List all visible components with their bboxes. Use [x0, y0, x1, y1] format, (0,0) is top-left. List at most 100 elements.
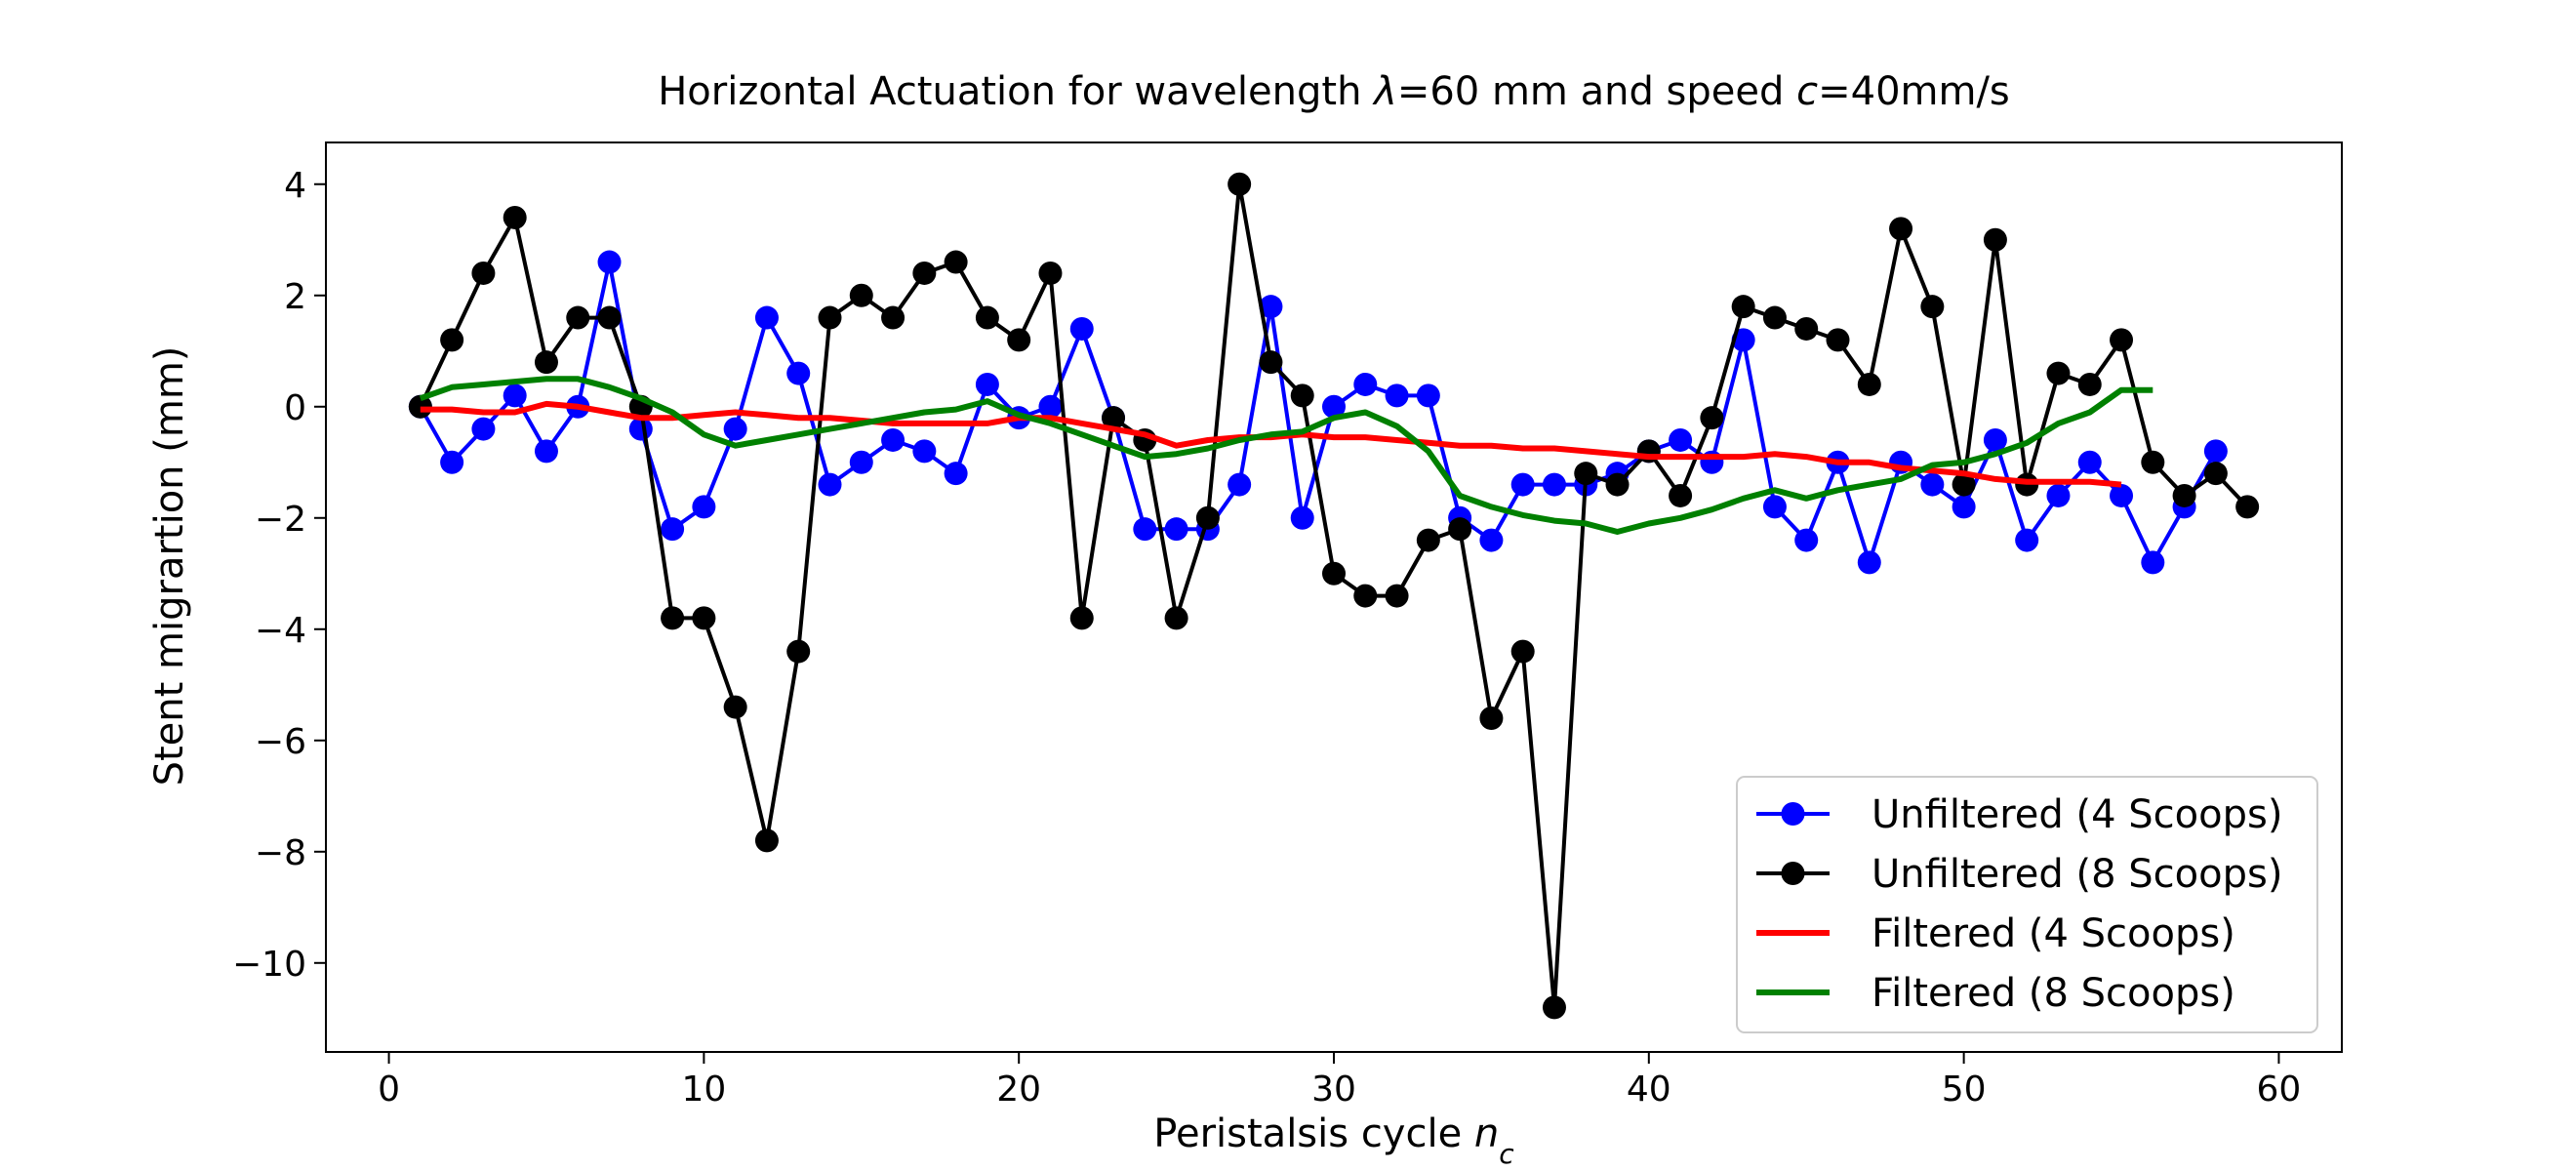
data-point — [944, 462, 968, 486]
data-point — [818, 305, 842, 330]
data-point — [2046, 361, 2071, 385]
data-point — [881, 305, 906, 330]
data-point — [440, 328, 464, 352]
data-point — [2110, 328, 2134, 352]
data-point — [1195, 505, 1220, 530]
data-point — [2235, 495, 2260, 519]
legend-marker-swatch — [1781, 802, 1805, 826]
plot-area: 0 10 20 30 40 50 60 420−2−4−6−8−10 — [232, 141, 2343, 1110]
data-point — [1416, 528, 1440, 552]
legend-entry: Unfiltered (8 Scoops) — [1756, 852, 2282, 897]
data-point — [1069, 316, 1094, 341]
legend-label: Filtered (4 Scoops) — [1872, 911, 2235, 956]
data-point — [471, 261, 496, 285]
data-point — [1290, 505, 1314, 530]
data-point — [1164, 517, 1188, 542]
data-point — [503, 205, 527, 229]
data-point — [1353, 372, 1378, 396]
y-tick-label: 0 — [284, 388, 306, 428]
data-point — [2203, 439, 2228, 464]
x-tick-label: 0 — [378, 1070, 400, 1110]
data-point — [1038, 261, 1063, 285]
data-point — [1542, 995, 1566, 1020]
data-point — [1574, 462, 1598, 486]
data-point — [1102, 406, 1126, 430]
data-point — [1353, 584, 1378, 608]
data-point — [661, 606, 685, 630]
x-tick-label: 20 — [996, 1070, 1041, 1110]
data-point — [1731, 295, 1755, 319]
data-point — [2046, 483, 2071, 507]
data-point — [2077, 450, 2102, 474]
data-point — [786, 639, 811, 664]
x-tick-label: 50 — [1942, 1070, 1987, 1110]
y-axis-label: Stent migrartion (mm) — [147, 346, 192, 787]
data-point — [1983, 427, 2007, 452]
data-point — [1510, 639, 1535, 664]
data-point — [849, 450, 873, 474]
series-line — [419, 376, 2153, 535]
legend-box — [1736, 776, 2318, 1033]
x-tick-label: 40 — [1627, 1070, 1671, 1110]
data-point — [1952, 472, 1976, 497]
legend-entry: Filtered (4 Scoops) — [1756, 911, 2235, 956]
data-point — [1669, 483, 1693, 507]
data-point — [723, 417, 747, 441]
data-point — [1700, 406, 1724, 430]
data-point — [534, 439, 558, 464]
data-point — [975, 372, 999, 396]
x-tick-label: 60 — [2257, 1070, 2302, 1110]
data-point — [975, 305, 999, 330]
y-axis-ticks: 4 2 0 −2 −4 −6 −8 −10 — [232, 166, 326, 985]
data-point — [1510, 472, 1535, 497]
y-tick-label: −6 — [255, 722, 306, 762]
legend-label: Unfiltered (8 Scoops) — [1872, 852, 2282, 897]
data-point — [1920, 295, 1945, 319]
legend-label: Filtered (8 Scoops) — [1872, 971, 2235, 1016]
data-point — [661, 517, 685, 542]
data-point — [944, 250, 968, 274]
y-tick-label: −8 — [255, 833, 306, 873]
data-point — [786, 361, 811, 385]
data-point — [881, 427, 906, 452]
data-point — [1038, 394, 1063, 419]
data-point — [1794, 316, 1819, 341]
y-tick-label: 4 — [284, 166, 306, 206]
data-point — [1228, 172, 1252, 196]
data-point — [1920, 472, 1945, 497]
data-point — [912, 439, 937, 464]
data-point — [1164, 606, 1188, 630]
data-point — [440, 450, 464, 474]
data-point — [1605, 472, 1630, 497]
data-point — [503, 384, 527, 408]
data-point — [1322, 394, 1346, 419]
data-point — [1762, 305, 1787, 330]
data-point — [1983, 227, 2007, 252]
data-point — [1952, 495, 1976, 519]
data-point — [1794, 528, 1819, 552]
y-tick-label: 2 — [284, 277, 306, 317]
series-4 — [419, 376, 2153, 535]
data-point — [1479, 528, 1504, 552]
data-point — [2141, 550, 2165, 575]
data-point — [1322, 561, 1346, 586]
data-point — [566, 305, 590, 330]
data-point — [1228, 472, 1252, 497]
data-point — [1669, 427, 1693, 452]
data-point — [2077, 372, 2102, 396]
data-point — [1385, 584, 1409, 608]
data-point — [1857, 372, 1881, 396]
data-point — [1889, 217, 1913, 241]
legend-entries: Unfiltered (4 Scoops) Unfiltered (8 Scoop… — [1756, 792, 2282, 1016]
data-point — [1259, 350, 1283, 375]
data-point — [471, 417, 496, 441]
legend-entry: Unfiltered (4 Scoops) — [1756, 792, 2282, 837]
data-point — [1259, 295, 1283, 319]
x-tick-label: 30 — [1311, 1070, 1356, 1110]
data-point — [2141, 450, 2165, 474]
data-point — [1385, 384, 1409, 408]
data-point — [849, 283, 873, 307]
data-point — [1479, 706, 1504, 730]
series-layer — [408, 172, 2260, 1020]
data-point — [534, 350, 558, 375]
